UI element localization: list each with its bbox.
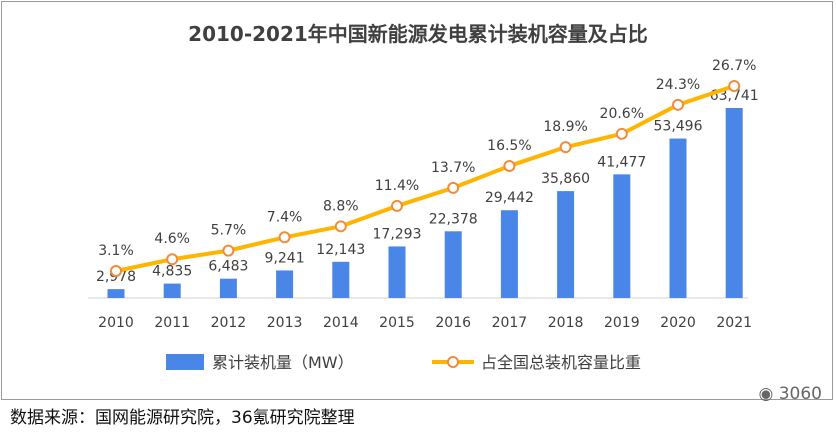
x-tick-label: 2018 bbox=[548, 315, 584, 331]
bar-2019 bbox=[613, 174, 631, 298]
bar-2021 bbox=[725, 108, 743, 298]
bar-value-label: 17,293 bbox=[373, 226, 422, 242]
bar-value-label: 29,442 bbox=[485, 190, 534, 206]
line-point-2015 bbox=[391, 199, 403, 212]
x-tick-label: 2021 bbox=[716, 315, 752, 331]
legend-label-bar: 累计装机量（MW） bbox=[212, 353, 354, 372]
line-point-2012 bbox=[222, 244, 235, 257]
ratio-value-label: 18.9% bbox=[543, 119, 587, 135]
x-tick-label: 2016 bbox=[435, 315, 471, 331]
bar-value-label: 22,378 bbox=[429, 211, 478, 227]
ratio-value-label: 16.5% bbox=[487, 138, 531, 154]
line-point-2020 bbox=[672, 98, 684, 111]
bar-2010 bbox=[107, 289, 125, 298]
ratio-value-label: 26.7% bbox=[712, 58, 756, 74]
bar-2016 bbox=[444, 231, 462, 298]
bar-2011 bbox=[163, 283, 181, 298]
ratio-value-label: 11.4% bbox=[375, 178, 419, 194]
legend-marker bbox=[447, 356, 459, 368]
bar-2013 bbox=[276, 270, 294, 298]
bar-2018 bbox=[557, 191, 575, 298]
x-tick-label: 2010 bbox=[98, 315, 134, 331]
bar-value-label: 9,241 bbox=[265, 250, 305, 266]
ratio-value-label: 3.1% bbox=[98, 243, 134, 259]
bar-2017 bbox=[500, 210, 518, 298]
chart-svg: 2,978 4,835 6,483 9,241 12,143 17,293 22,378 29… bbox=[88, 58, 759, 372]
bar-value-label: 53,496 bbox=[654, 119, 703, 135]
wechat-icon: ◉ bbox=[758, 384, 774, 404]
watermark: ◉ 3060 bbox=[758, 384, 822, 404]
bar-2020 bbox=[669, 138, 687, 298]
bar-value-label: 35,860 bbox=[541, 171, 590, 187]
bar-2015 bbox=[388, 246, 406, 298]
line-point-2011 bbox=[166, 253, 179, 266]
ratio-value-label: 5.7% bbox=[211, 223, 247, 239]
line-point-2010 bbox=[110, 265, 122, 277]
bar-value-label: 41,477 bbox=[597, 154, 646, 170]
bar-value-label: 6,483 bbox=[208, 259, 248, 275]
line-point-2018 bbox=[559, 141, 572, 154]
chart-title: 2010-2021年中国新能源发电累计装机容量及占比 bbox=[188, 22, 648, 46]
line-point-2014 bbox=[334, 220, 347, 233]
ratio-value-label: 13.7% bbox=[431, 160, 475, 176]
ratio-value-label: 4.6% bbox=[154, 231, 190, 247]
line-point-2021 bbox=[728, 80, 741, 92]
ratio-value-label: 8.8% bbox=[323, 198, 359, 214]
bar-value-label: 12,143 bbox=[316, 242, 365, 258]
watermark-text: 3060 bbox=[778, 384, 822, 404]
x-tick-label: 2017 bbox=[492, 315, 528, 331]
bar-2012 bbox=[219, 278, 237, 298]
ratio-line bbox=[115, 84, 735, 273]
x-tick-label: 2019 bbox=[604, 315, 640, 331]
x-tick-label: 2012 bbox=[211, 315, 247, 331]
x-tick-label: 2011 bbox=[154, 315, 190, 331]
x-tick-label: 2020 bbox=[660, 315, 696, 331]
line-point-2016 bbox=[447, 181, 460, 194]
legend-label-line: 占全国总装机容量比重 bbox=[481, 353, 641, 372]
line-point-2013 bbox=[278, 231, 291, 244]
x-tick-label: 2014 bbox=[323, 315, 359, 331]
ratio-value-label: 20.6% bbox=[600, 106, 644, 122]
bar-value-label: 2,978 bbox=[96, 269, 136, 285]
line-point-2017 bbox=[503, 159, 516, 172]
line-point-2019 bbox=[615, 127, 628, 140]
ratio-value-label: 7.4% bbox=[267, 209, 303, 225]
source-note: 数据来源：国网能源研究院，36氪研究院整理 bbox=[10, 408, 355, 428]
bar-value-label: 4,835 bbox=[152, 264, 192, 280]
bar-2014 bbox=[332, 261, 350, 298]
ratio-value-label: 24.3% bbox=[656, 77, 700, 93]
x-tick-label: 2015 bbox=[379, 315, 415, 331]
legend-swatch-bar bbox=[166, 354, 204, 370]
x-tick-label: 2013 bbox=[267, 315, 303, 331]
